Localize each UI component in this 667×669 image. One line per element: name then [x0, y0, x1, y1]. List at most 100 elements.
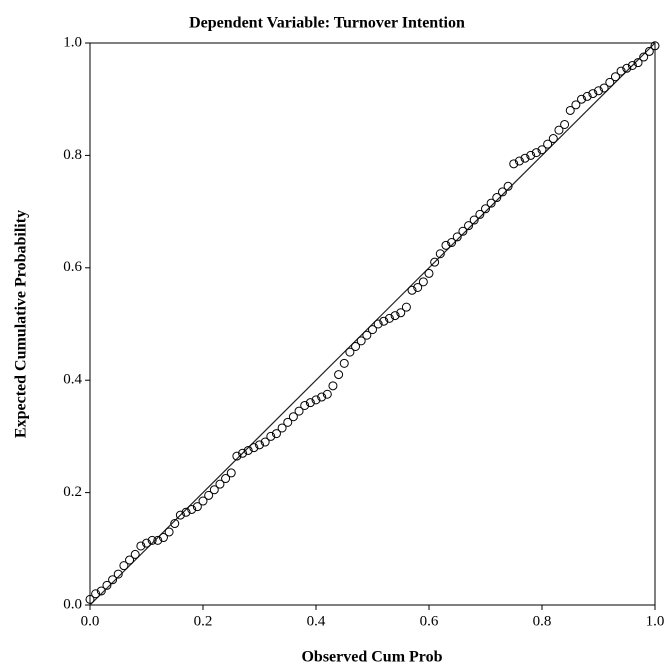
data-point [322, 389, 332, 399]
data-point [130, 549, 140, 559]
data-point [362, 330, 372, 340]
data-point [616, 66, 626, 76]
data-point [204, 490, 214, 500]
data-point [356, 336, 366, 346]
data-point [187, 504, 197, 514]
data-point [238, 448, 248, 458]
data-point [475, 209, 485, 219]
data-point [582, 91, 592, 101]
data-point [458, 226, 468, 236]
data-point [339, 358, 349, 368]
data-point [102, 580, 112, 590]
data-point [334, 370, 344, 380]
data-point [644, 46, 654, 56]
data-point [277, 423, 287, 433]
data-point [113, 569, 123, 579]
data-point [531, 148, 541, 158]
data-point [119, 561, 129, 571]
data-point [588, 89, 598, 99]
data-point [266, 431, 276, 441]
data-point [543, 139, 553, 149]
y-tick-label: 0.6 [63, 259, 82, 275]
data-point [305, 398, 315, 408]
data-point [526, 150, 536, 160]
data-point [565, 105, 575, 115]
data-point [469, 215, 479, 225]
data-point [328, 381, 338, 391]
data-point [464, 221, 474, 231]
data-point [226, 468, 236, 478]
data-point [560, 119, 570, 129]
data-point [170, 519, 180, 529]
data-point [192, 502, 202, 512]
data-point [271, 429, 281, 439]
y-tick-label: 1.0 [63, 34, 82, 50]
data-point [396, 308, 406, 318]
y-tick-label: 0.4 [63, 372, 82, 388]
data-point [509, 159, 519, 169]
data-point [288, 412, 298, 422]
data-point [481, 204, 490, 214]
data-point [142, 538, 151, 548]
data-point [164, 527, 174, 537]
data-point [221, 474, 231, 484]
data-point [158, 533, 168, 543]
data-point [317, 392, 327, 402]
y-tick-label: 0.8 [63, 147, 82, 163]
x-tick-label: 0.4 [307, 613, 326, 629]
data-point [492, 193, 502, 203]
data-point [384, 313, 394, 323]
data-point [243, 445, 253, 455]
x-tick-label: 0.6 [420, 613, 439, 629]
data-point [125, 555, 135, 565]
data-point [486, 198, 496, 208]
data-point [215, 479, 225, 489]
data-point [232, 451, 242, 461]
x-axis-label: Observed Cum Prob [301, 649, 442, 666]
data-point [147, 535, 157, 545]
data-point [136, 541, 146, 551]
data-point [447, 238, 457, 248]
data-point [379, 316, 389, 326]
data-point [85, 594, 95, 604]
data-point [610, 72, 620, 82]
data-point [418, 277, 428, 287]
data-point [452, 232, 462, 242]
data-point [548, 134, 558, 144]
data-point [594, 86, 603, 96]
data-point [108, 575, 118, 585]
data-point [639, 52, 649, 62]
data-point [577, 94, 587, 104]
data-point [345, 347, 355, 357]
data-point [255, 440, 264, 450]
data-point [260, 437, 270, 447]
data-point [413, 282, 423, 292]
data-point [627, 60, 637, 70]
data-point [351, 341, 361, 351]
data-point [300, 400, 310, 410]
data-point [96, 586, 106, 596]
chart-title: Dependent Variable: Turnover Intention [189, 15, 465, 32]
data-point [283, 417, 293, 427]
data-point [390, 311, 400, 321]
reference-line [89, 42, 656, 606]
data-point [311, 395, 321, 405]
data-point [441, 240, 451, 250]
data-point [571, 100, 581, 110]
x-tick-label: 0.0 [81, 613, 100, 629]
data-point [605, 77, 615, 87]
data-point [294, 406, 304, 416]
data-point [430, 257, 440, 267]
y-tick-label: 0.0 [63, 596, 82, 612]
data-point [368, 325, 377, 335]
data-point [537, 145, 547, 155]
x-tick-label: 1.0 [646, 613, 665, 629]
data-point [198, 496, 208, 506]
data-point [407, 285, 417, 295]
y-tick-label: 0.2 [63, 484, 82, 500]
data-point [497, 187, 507, 197]
data-point [554, 125, 564, 135]
x-tick-label: 0.8 [533, 613, 552, 629]
data-point [520, 153, 530, 163]
